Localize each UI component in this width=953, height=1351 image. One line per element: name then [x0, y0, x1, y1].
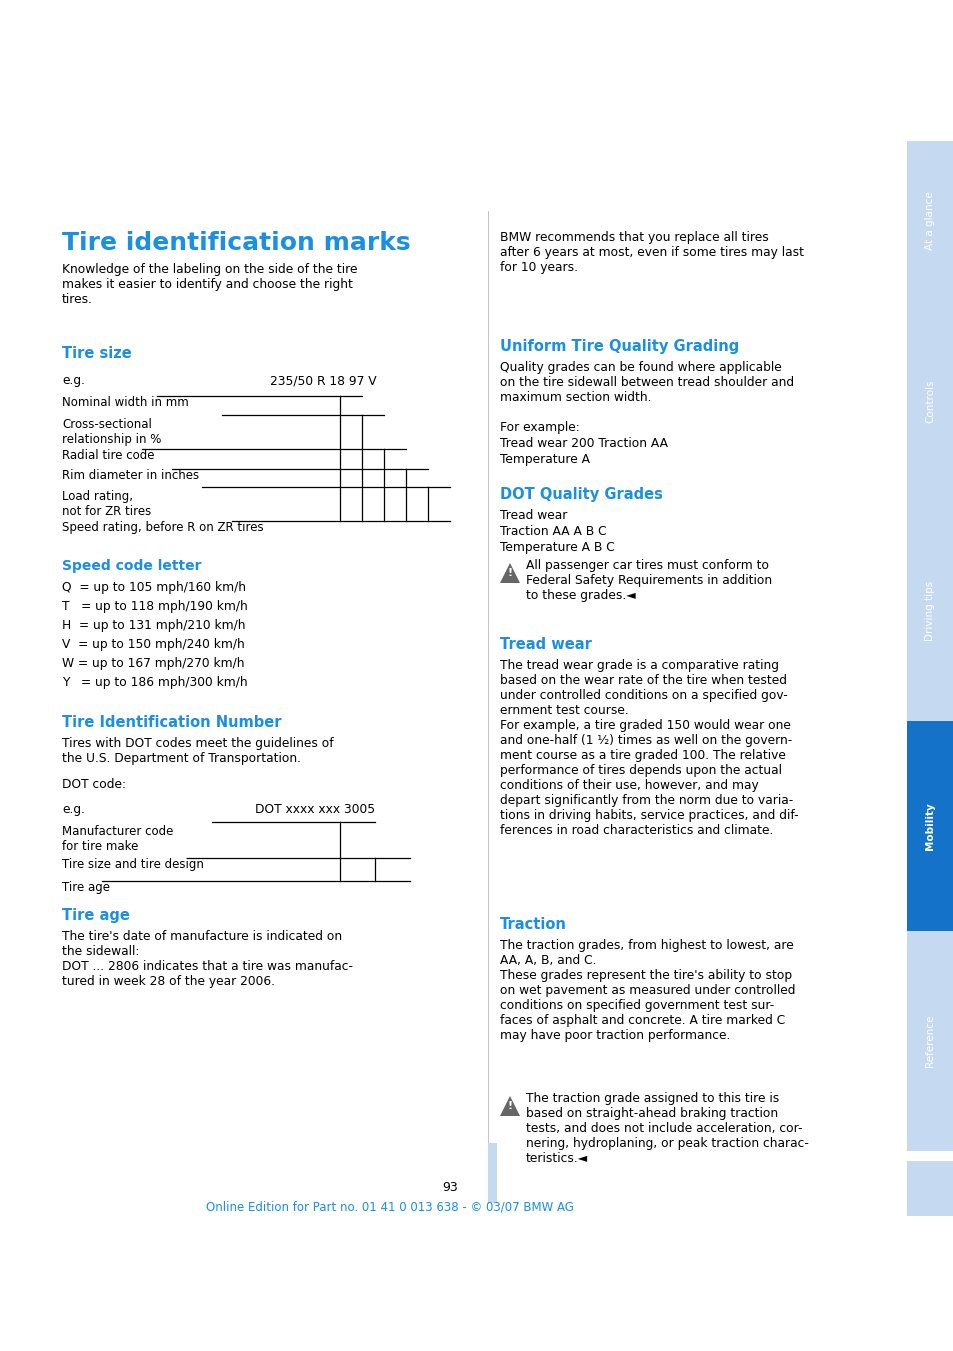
Bar	[906, 931, 953, 1151]
Text: e.g.: e.g.	[62, 374, 85, 386]
Text: The traction grade assigned to this tire is
based on straight-ahead braking trac: The traction grade assigned to this tire…	[525, 1092, 808, 1165]
Text: Cross-sectional
relationship in %: Cross-sectional relationship in %	[62, 417, 161, 446]
Text: Uniform Tire Quality Grading: Uniform Tire Quality Grading	[499, 339, 739, 354]
Text: Tread wear: Tread wear	[499, 509, 567, 521]
Text: DOT Quality Grades: DOT Quality Grades	[499, 486, 662, 503]
Text: Rim diameter in inches: Rim diameter in inches	[62, 469, 199, 482]
Text: Tread wear: Tread wear	[499, 638, 591, 653]
Bar	[488, 1143, 497, 1202]
Text: Tires with DOT codes meet the guidelines of
the U.S. Department of Transportatio: Tires with DOT codes meet the guidelines…	[62, 738, 334, 765]
Text: Speed rating, before R on ZR tires: Speed rating, before R on ZR tires	[62, 521, 263, 534]
Text: e.g.: e.g.	[62, 802, 85, 816]
Text: For example:: For example:	[499, 422, 579, 434]
Bar	[906, 141, 953, 301]
Text: Manufacturer code
for tire make: Manufacturer code for tire make	[62, 825, 173, 852]
Text: Radial tire code: Radial tire code	[62, 449, 154, 462]
Text: !: !	[507, 1101, 512, 1111]
Text: BMW recommends that you replace all tires
after 6 years at most, even if some ti: BMW recommends that you replace all tire…	[499, 231, 803, 274]
Text: V  = up to 150 mph/240 km/h: V = up to 150 mph/240 km/h	[62, 638, 245, 651]
Text: Online Edition for Part no. 01 41 0 013 638 - © 03/07 BMW AG: Online Edition for Part no. 01 41 0 013 …	[206, 1200, 574, 1213]
Text: Y   = up to 186 mph/300 km/h: Y = up to 186 mph/300 km/h	[62, 676, 248, 689]
Text: Tire size and tire design: Tire size and tire design	[62, 858, 204, 871]
Text: !: !	[507, 567, 512, 578]
Text: T   = up to 118 mph/190 km/h: T = up to 118 mph/190 km/h	[62, 600, 248, 613]
Bar	[906, 721, 953, 931]
Text: Load rating,
not for ZR tires: Load rating, not for ZR tires	[62, 490, 152, 517]
Text: Tire identification marks: Tire identification marks	[62, 231, 410, 255]
Text: Tire age: Tire age	[62, 908, 130, 923]
Text: Controls: Controls	[924, 380, 935, 423]
Bar	[906, 501, 953, 721]
Text: The traction grades, from highest to lowest, are
AA, A, B, and C.
These grades r: The traction grades, from highest to low…	[499, 939, 795, 1042]
Text: 235/50 R 18 97 V: 235/50 R 18 97 V	[270, 374, 376, 386]
Text: Traction: Traction	[499, 917, 566, 932]
Text: 93: 93	[441, 1181, 457, 1194]
Text: Tread wear 200 Traction AA: Tread wear 200 Traction AA	[499, 436, 667, 450]
Text: DOT xxxx xxx 3005: DOT xxxx xxx 3005	[254, 802, 375, 816]
Text: All passenger car tires must conform to
Federal Safety Requirements in addition
: All passenger car tires must conform to …	[525, 559, 771, 603]
Text: Traction AA A B C: Traction AA A B C	[499, 526, 606, 538]
Polygon shape	[499, 1096, 519, 1116]
Text: Temperature A B C: Temperature A B C	[499, 540, 614, 554]
Text: DOT code:: DOT code:	[62, 778, 126, 790]
Text: Knowledge of the labeling on the side of the tire
makes it easier to identify an: Knowledge of the labeling on the side of…	[62, 263, 357, 305]
Text: At a glance: At a glance	[924, 192, 935, 250]
Bar	[906, 1161, 953, 1216]
Text: Mobility: Mobility	[924, 802, 935, 850]
Text: W = up to 167 mph/270 km/h: W = up to 167 mph/270 km/h	[62, 657, 244, 670]
Text: The tread wear grade is a comparative rating
based on the wear rate of the tire : The tread wear grade is a comparative ra…	[499, 659, 798, 838]
Text: Quality grades can be found where applicable
on the tire sidewall between tread : Quality grades can be found where applic…	[499, 361, 793, 404]
Text: Tire age: Tire age	[62, 881, 110, 894]
Text: Tire Identification Number: Tire Identification Number	[62, 715, 281, 730]
Text: Tire size: Tire size	[62, 346, 132, 361]
Text: Nominal width in mm: Nominal width in mm	[62, 396, 189, 409]
Text: Driving tips: Driving tips	[924, 581, 935, 642]
Text: Reference: Reference	[924, 1015, 935, 1067]
Text: H  = up to 131 mph/210 km/h: H = up to 131 mph/210 km/h	[62, 619, 245, 632]
Text: The tire's date of manufacture is indicated on
the sidewall:
DOT ... 2806 indica: The tire's date of manufacture is indica…	[62, 929, 353, 988]
Polygon shape	[499, 563, 519, 584]
Text: Q  = up to 105 mph/160 km/h: Q = up to 105 mph/160 km/h	[62, 581, 246, 594]
Text: Speed code letter: Speed code letter	[62, 559, 201, 573]
Text: Temperature A: Temperature A	[499, 453, 589, 466]
Bar	[906, 301, 953, 501]
